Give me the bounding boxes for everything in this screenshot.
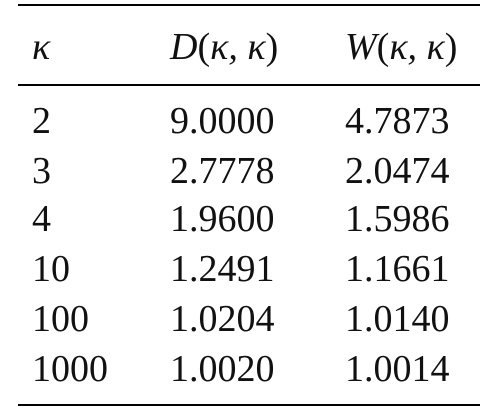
header-d: D(κ, κ) (170, 28, 278, 66)
header-d-args: κ, κ (210, 26, 266, 68)
cell-kappa: 10 (32, 248, 70, 290)
cell-kappa: 4 (32, 198, 51, 240)
cell-d: 2.7778 (170, 150, 275, 192)
cell-d: 1.9600 (170, 198, 275, 240)
header-d-open: ( (197, 26, 211, 68)
header-d-close: ) (265, 26, 279, 68)
cell-d: 1.0020 (170, 348, 275, 390)
bottom-rule (18, 404, 480, 406)
header-w-close: ) (444, 26, 458, 68)
cell-w: 1.0140 (345, 298, 450, 340)
header-d-name: D (170, 26, 198, 68)
header-w: W(κ, κ) (345, 28, 457, 66)
cell-kappa: 1000 (32, 348, 108, 390)
header-rule (18, 84, 480, 86)
top-rule (18, 4, 480, 6)
cell-w: 1.5986 (345, 198, 450, 240)
cell-d: 9.0000 (170, 100, 275, 142)
cell-kappa: 100 (32, 298, 89, 340)
header-kappa: κ (32, 26, 51, 68)
header-w-open: ( (376, 26, 390, 68)
header-w-name: W (345, 26, 377, 68)
cell-d: 1.2491 (170, 248, 275, 290)
cell-w: 1.1661 (345, 248, 450, 290)
cell-kappa: 2 (32, 100, 51, 142)
header-w-args: κ, κ (389, 26, 445, 68)
cell-kappa: 3 (32, 150, 51, 192)
cell-w: 4.7873 (345, 100, 450, 142)
cell-d: 1.0204 (170, 298, 275, 340)
cell-w: 1.0014 (345, 348, 450, 390)
cell-w: 2.0474 (345, 150, 450, 192)
